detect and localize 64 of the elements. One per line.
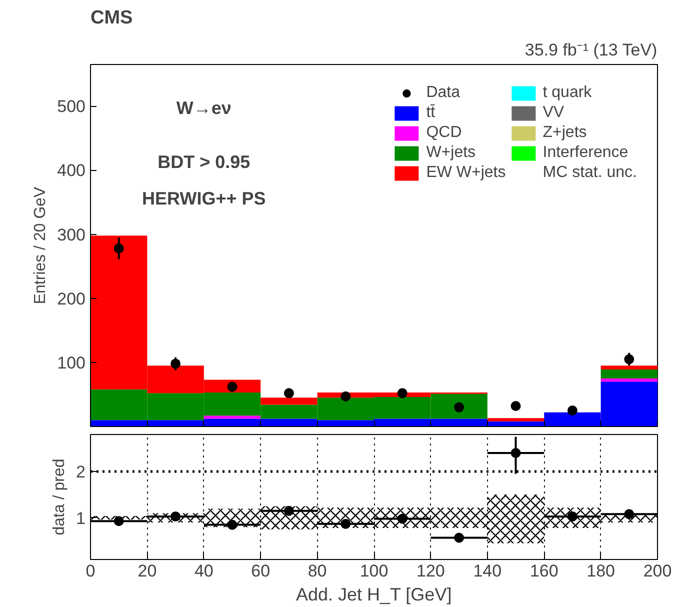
text: MC stat. unc. (542, 164, 637, 182)
legend-label: VV (542, 104, 564, 122)
point (114, 243, 124, 254)
point (624, 509, 634, 520)
x-tick-label: 200 (643, 562, 672, 580)
point (227, 520, 238, 530)
y-tick-label: 400 (57, 161, 86, 180)
y-tick-label: 100 (57, 353, 86, 372)
bar (260, 398, 318, 405)
x-axis-title: Add. Jet H_T [GeV] (296, 584, 452, 604)
point (624, 354, 634, 364)
x-tick-label: 60 (251, 562, 270, 580)
y-tick-label: 2 (76, 462, 86, 482)
bar (204, 416, 261, 419)
y-tick-label: 1 (76, 508, 86, 528)
bar (600, 369, 658, 378)
annotation: BDT > 0.95 (158, 152, 250, 172)
point (340, 391, 351, 402)
y-tick-label: 500 (57, 97, 86, 116)
bar (430, 508, 488, 528)
annotation: HERWIG++ PS (142, 188, 266, 208)
bar (487, 494, 544, 544)
legend-label: QCD (426, 124, 462, 142)
chart-subtitle: 35.9 fb⁻¹ (13 TeV) (524, 40, 658, 60)
legend-label: Interference (542, 144, 628, 162)
point (397, 514, 408, 524)
point (567, 405, 578, 416)
point (397, 388, 408, 398)
legend-label: Z+jets (542, 124, 587, 142)
point (114, 516, 124, 526)
point (284, 388, 294, 398)
bar (600, 366, 658, 370)
legend-label: EW W+jets (426, 164, 506, 182)
point (454, 532, 464, 543)
chart-title: CMS (90, 8, 133, 28)
bar (600, 378, 658, 382)
point (227, 382, 238, 392)
x-tick-label: 80 (308, 562, 327, 580)
legend-label: t quark (542, 84, 592, 102)
x-tick-label: 40 (194, 562, 214, 580)
point (510, 448, 521, 458)
x-tick-label: 140 (473, 562, 502, 580)
y-axis-title: Entries / 20 GeV (32, 186, 50, 304)
point (340, 518, 351, 529)
x-tick-label: 160 (530, 562, 558, 580)
point (170, 358, 181, 369)
legend-label: Data (426, 84, 460, 102)
bar (487, 418, 544, 422)
point (567, 511, 578, 522)
legend-label: tt̄ (426, 104, 436, 122)
y-tick-label: 200 (57, 289, 86, 308)
annotation: W→eν (176, 98, 232, 118)
y-tick-label: 300 (57, 225, 86, 244)
point (284, 506, 294, 516)
x-tick-label: 120 (416, 562, 445, 580)
legend-label: W+jets (426, 144, 476, 162)
point (170, 511, 181, 522)
point (510, 401, 521, 411)
y-axis-title: data / pred (51, 458, 68, 536)
x-tick-label: 0 (86, 562, 96, 580)
x-tick-label: 180 (586, 562, 615, 580)
x-tick-label: 20 (138, 562, 157, 580)
point (454, 402, 464, 412)
x-tick-label: 100 (360, 562, 388, 580)
